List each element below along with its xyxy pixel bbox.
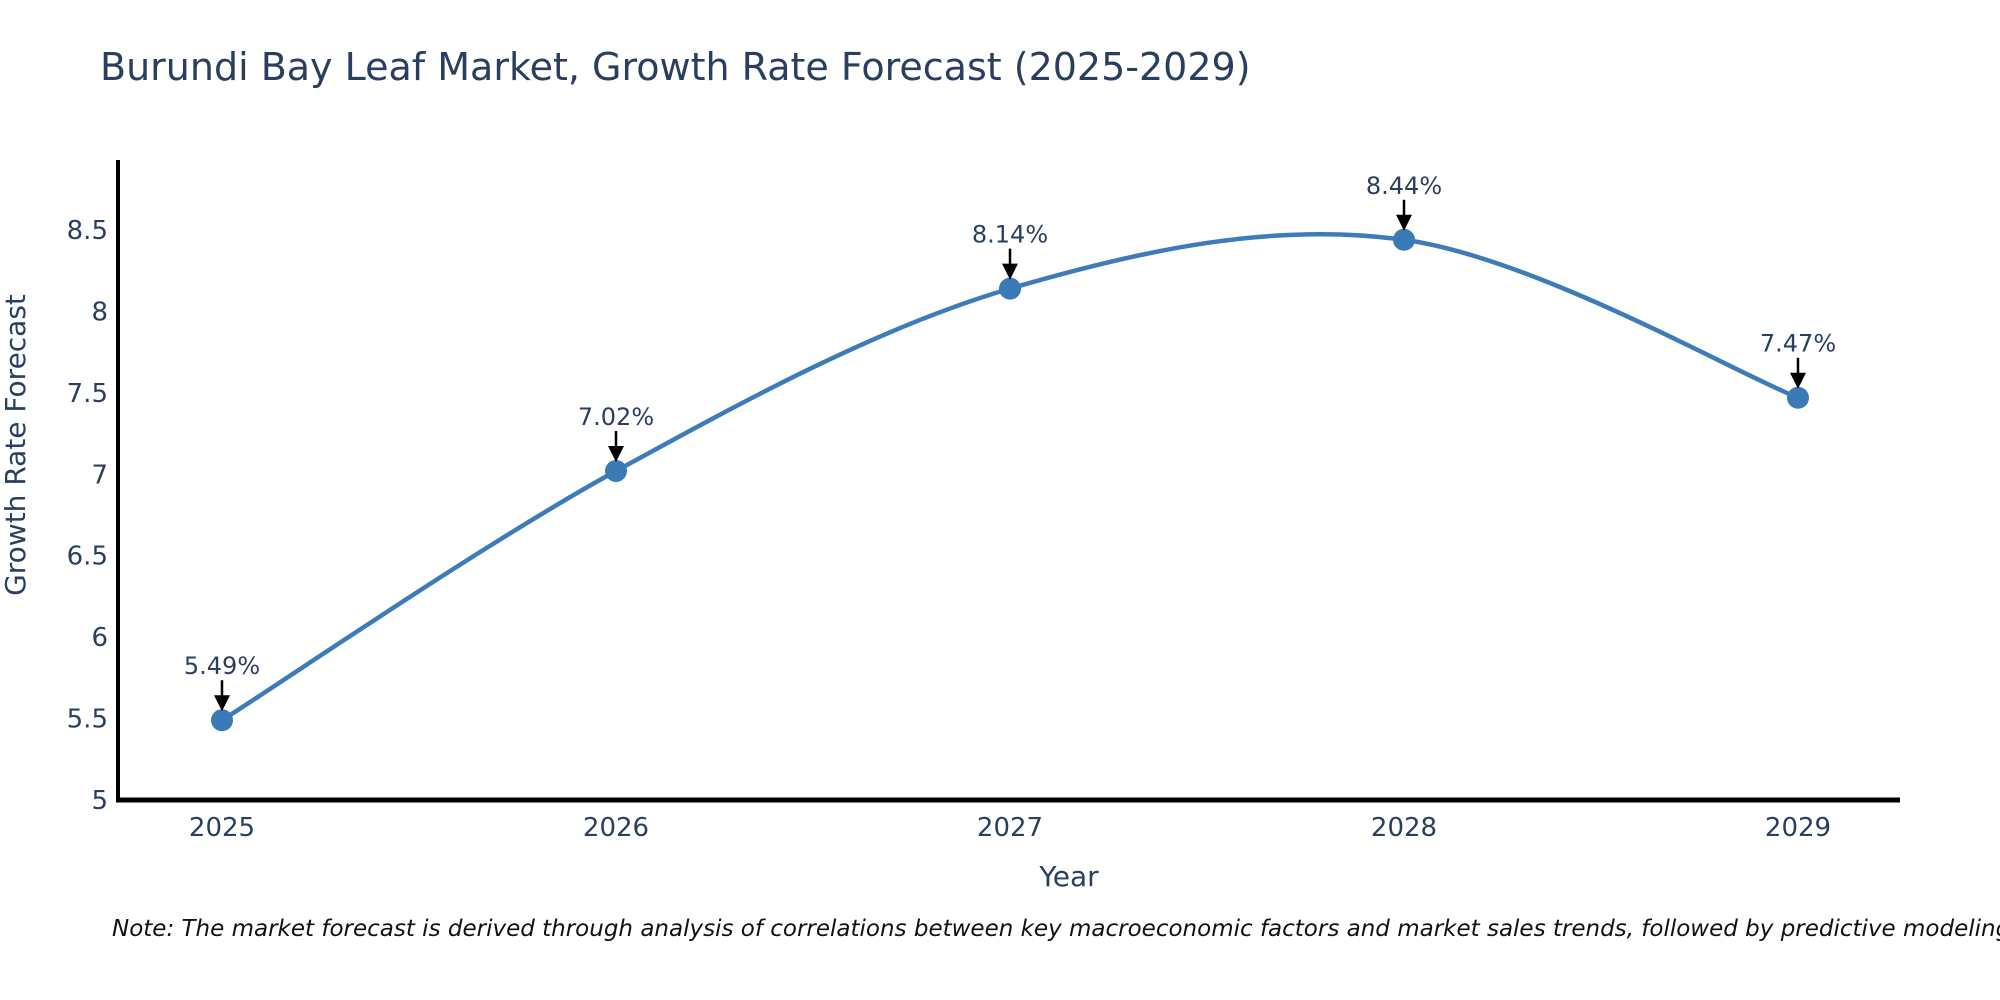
y-tick-label: 7.5 (67, 379, 108, 409)
x-tick-label: 2025 (189, 813, 255, 843)
data-point-label: 8.44% (1366, 172, 1442, 200)
data-point-marker (1393, 228, 1415, 251)
trend-line (219, 231, 1801, 723)
data-point-label: 7.47% (1760, 330, 1836, 358)
y-tick-label: 7 (91, 460, 108, 490)
y-tick-label: 6 (91, 623, 108, 653)
x-tick-label: 2027 (977, 813, 1043, 843)
x-axis-title: Year (1038, 860, 1099, 893)
y-tick-label: 8.5 (67, 216, 108, 246)
data-point-marker (999, 277, 1021, 300)
data-point-label: 8.14% (972, 221, 1048, 249)
chart-title: Burundi Bay Leaf Market, Growth Rate For… (100, 45, 1251, 89)
x-tick-label: 2026 (583, 813, 649, 843)
data-point-marker (1787, 386, 1809, 409)
x-tick-label: 2029 (1765, 813, 1831, 843)
y-tick-label: 6.5 (67, 542, 108, 572)
data-point-marker (211, 709, 233, 732)
annotation-arrow-head (214, 695, 230, 712)
annotation-arrow-head (1790, 372, 1806, 389)
y-tick-label: 5 (91, 786, 108, 816)
y-tick-label: 5.5 (67, 705, 108, 735)
data-point-label: 5.49% (184, 652, 260, 680)
annotation-arrow-head (1002, 263, 1018, 280)
data-point-label: 7.02% (578, 403, 654, 431)
y-tick-label: 8 (91, 297, 108, 327)
footnote: Note: The market forecast is derived thr… (112, 916, 2000, 942)
y-axis-title: Growth Rate Forecast (0, 294, 32, 596)
annotation-arrow-head (608, 446, 624, 463)
data-point-marker (605, 460, 627, 483)
annotation-arrow-head (1396, 214, 1412, 231)
x-tick-label: 2028 (1371, 813, 1437, 843)
